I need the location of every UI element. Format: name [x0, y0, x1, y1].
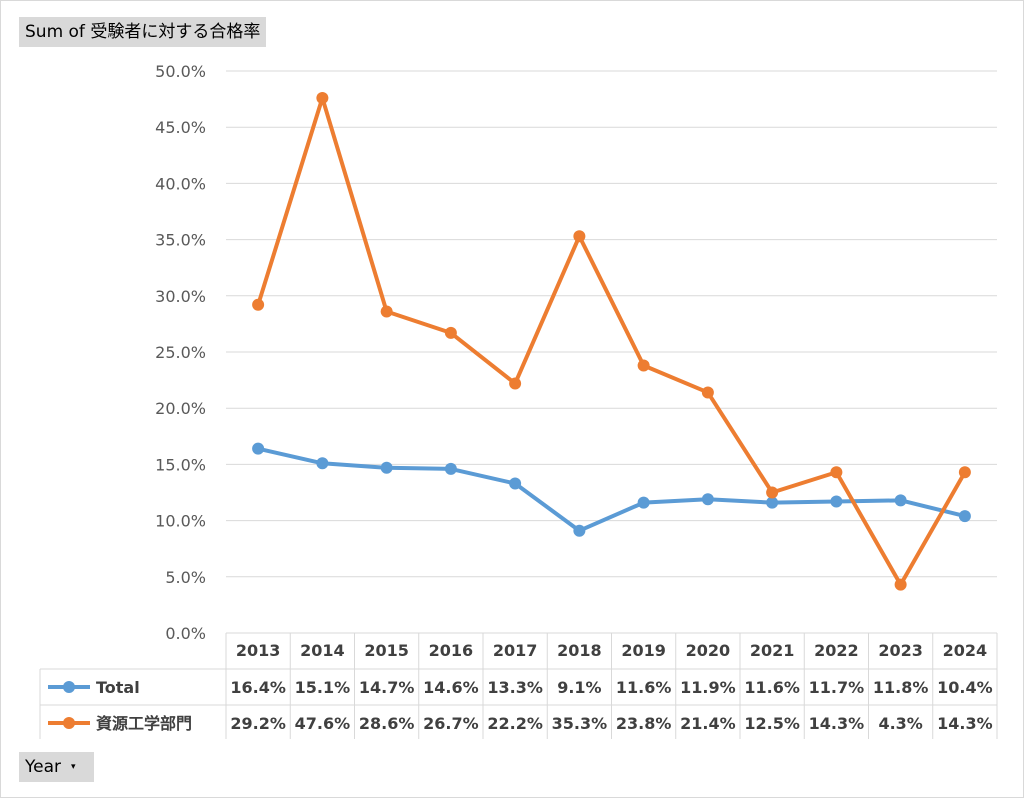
category-label: 2013 [236, 641, 281, 660]
data-point [380, 461, 393, 474]
category-label: 2023 [878, 641, 923, 660]
dropdown-arrow-icon[interactable]: ▾ [71, 762, 76, 772]
data-table-value: 14.3% [937, 714, 993, 733]
data-table-value: 22.2% [487, 714, 543, 733]
legend-marker [63, 717, 75, 729]
y-tick-label: 30.0% [155, 287, 206, 306]
data-table-value: 11.6% [744, 678, 800, 697]
row-field-button[interactable]: Year ▾ [19, 752, 94, 782]
data-point [509, 477, 522, 490]
data-point [701, 493, 714, 506]
category-label: 2014 [300, 641, 345, 660]
data-point [766, 496, 779, 509]
series-lines [252, 91, 971, 591]
data-point [380, 305, 393, 318]
data-table-value: 16.4% [230, 678, 286, 697]
category-label: 2020 [686, 641, 731, 660]
legend-label: 資源工学部門 [96, 714, 192, 733]
data-point [830, 466, 843, 479]
data-point [958, 466, 971, 479]
category-label: 2021 [750, 641, 795, 660]
series-line [256, 95, 967, 587]
data-table-value: 28.6% [359, 714, 415, 733]
y-tick-label: 20.0% [155, 399, 206, 418]
legend-marker [63, 681, 75, 693]
y-tick-label: 40.0% [155, 174, 206, 193]
data-table-value: 14.7% [359, 678, 415, 697]
data-point [252, 298, 265, 311]
data-table-value: 13.3% [487, 678, 543, 697]
y-tick-label: 35.0% [155, 231, 206, 250]
data-point [444, 326, 457, 339]
data-table-value: 47.6% [295, 714, 351, 733]
legend-label: Total [96, 678, 140, 697]
data-point [894, 578, 907, 591]
data-point [958, 510, 971, 523]
y-tick-label: 5.0% [165, 568, 206, 587]
data-point [509, 377, 522, 390]
data-table-value: 26.7% [423, 714, 479, 733]
data-table-value: 4.3% [878, 714, 922, 733]
data-point [252, 442, 265, 455]
data-table-value: 11.9% [680, 678, 736, 697]
data-table-value: 23.8% [616, 714, 672, 733]
category-label: 2017 [493, 641, 538, 660]
data-point [701, 386, 714, 399]
gridlines [226, 70, 997, 578]
y-tick-label: 15.0% [155, 455, 206, 474]
data-point [573, 524, 586, 537]
data-table-value: 9.1% [557, 678, 601, 697]
category-label: 2024 [943, 641, 988, 660]
data-point [637, 496, 650, 509]
category-label: 2018 [557, 641, 602, 660]
data-point [316, 91, 329, 104]
data-point [444, 462, 457, 475]
data-table-value: 11.8% [873, 678, 929, 697]
data-table-value: 15.1% [295, 678, 351, 697]
data-table-value: 11.7% [809, 678, 865, 697]
data-table-value: 14.6% [423, 678, 479, 697]
data-table: 2013 2014 2015 2016 2017 2018 2019 2020 2021 2022… [39, 632, 998, 739]
data-point [830, 495, 843, 508]
data-table-value: 21.4% [680, 714, 736, 733]
data-table-value: 12.5% [744, 714, 800, 733]
y-tick-label: 45.0% [155, 118, 206, 137]
data-point [637, 359, 650, 372]
data-table-value: 35.3% [552, 714, 608, 733]
data-point [894, 494, 907, 507]
data-point [316, 457, 329, 470]
data-point [766, 486, 779, 499]
value-field-button[interactable]: Sum of 受験者に対する合格率 [19, 17, 267, 47]
category-label: 2016 [429, 641, 474, 660]
y-tick-label: 50.0% [155, 62, 206, 81]
category-label: 2019 [621, 641, 666, 660]
category-label: 2015 [364, 641, 409, 660]
row-field-label: Year [25, 757, 61, 777]
series-line [256, 446, 967, 533]
data-table-value: 11.6% [616, 678, 672, 697]
data-table-value: 29.2% [230, 714, 286, 733]
category-label: 2022 [814, 641, 859, 660]
data-table-value: 14.3% [809, 714, 865, 733]
data-table-value: 10.4% [937, 678, 993, 697]
data-point [573, 230, 586, 243]
y-axis: 0.0% 5.0% 10.0% 15.0% 20.0% 25.0% 30.0% 35.0% 40… [155, 62, 206, 643]
y-tick-label: 10.0% [155, 512, 206, 531]
y-tick-label: 0.0% [165, 624, 206, 643]
y-tick-label: 25.0% [155, 343, 206, 362]
